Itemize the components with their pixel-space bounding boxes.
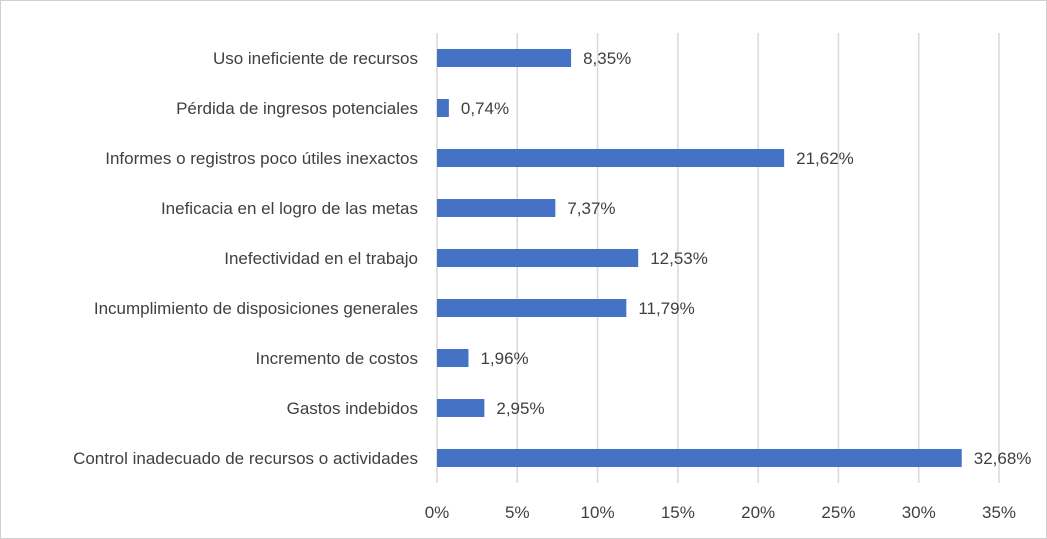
data-label: 8,35% bbox=[583, 49, 631, 68]
bar bbox=[437, 299, 627, 317]
bar bbox=[437, 399, 485, 417]
x-tick-label: 25% bbox=[821, 503, 855, 522]
data-label: 2,95% bbox=[496, 399, 544, 418]
data-label: 12,53% bbox=[650, 249, 708, 268]
bar bbox=[437, 149, 785, 167]
bar bbox=[437, 199, 556, 217]
x-tick-label: 10% bbox=[581, 503, 615, 522]
category-label: Control inadecuado de recursos o activid… bbox=[73, 449, 418, 468]
category-label: Gastos indebidos bbox=[287, 399, 418, 418]
category-label: Informes o registros poco útiles inexact… bbox=[105, 149, 418, 168]
bar bbox=[437, 99, 449, 117]
x-tick-label: 20% bbox=[741, 503, 775, 522]
category-label: Incremento de costos bbox=[255, 349, 418, 368]
x-tick-label: 5% bbox=[505, 503, 530, 522]
category-label: Incumplimiento de disposiciones generale… bbox=[94, 299, 418, 318]
category-label: Inefectividad en el trabajo bbox=[224, 249, 418, 268]
category-label: Ineficacia en el logro de las metas bbox=[161, 199, 418, 218]
bar bbox=[437, 49, 572, 67]
bar bbox=[437, 249, 639, 267]
bar bbox=[437, 349, 469, 367]
category-label: Pérdida de ingresos potenciales bbox=[176, 99, 418, 118]
category-label: Uso ineficiente de recursos bbox=[213, 49, 418, 68]
x-tick-label: 0% bbox=[425, 503, 450, 522]
data-label: 7,37% bbox=[567, 199, 615, 218]
data-label: 32,68% bbox=[974, 449, 1032, 468]
bar bbox=[437, 449, 962, 467]
data-label: 11,79% bbox=[638, 299, 694, 318]
data-label: 0,74% bbox=[461, 99, 509, 118]
x-tick-label: 15% bbox=[661, 503, 695, 522]
data-label: 1,96% bbox=[480, 349, 528, 368]
data-label: 21,62% bbox=[796, 149, 854, 168]
x-tick-label: 35% bbox=[982, 503, 1016, 522]
x-tick-label: 30% bbox=[902, 503, 936, 522]
